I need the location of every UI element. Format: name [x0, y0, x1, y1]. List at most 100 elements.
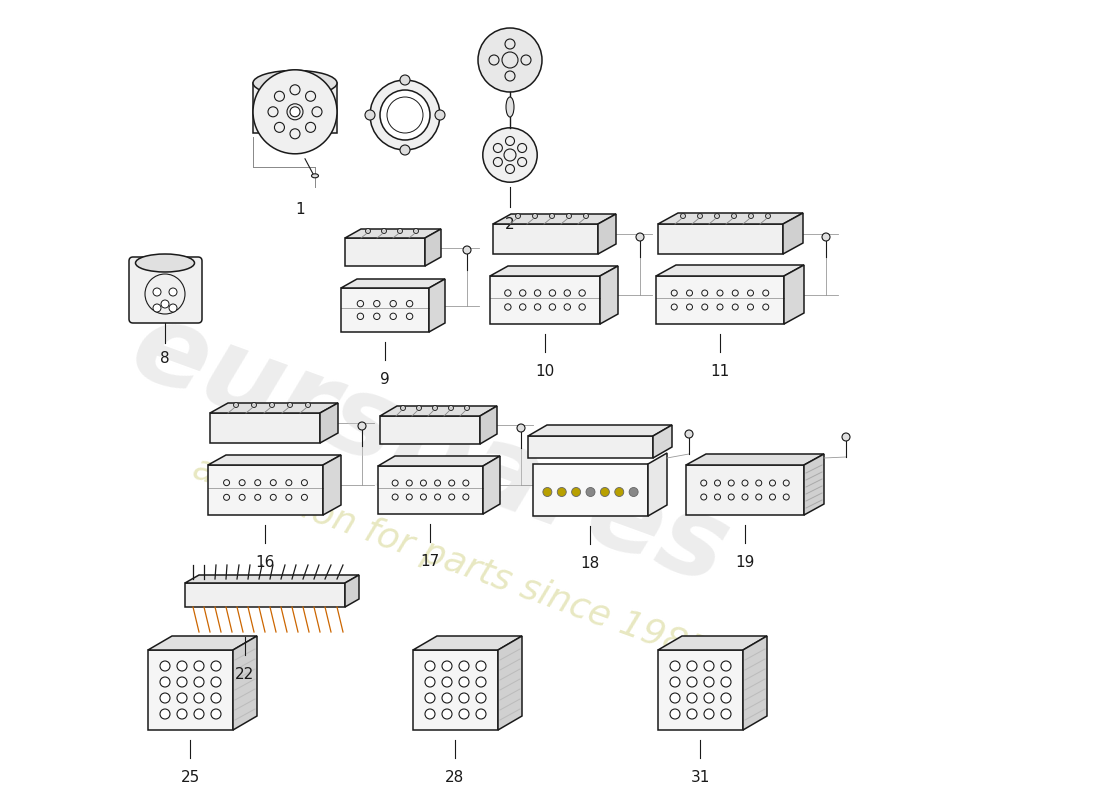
- Polygon shape: [656, 265, 804, 276]
- Polygon shape: [653, 425, 672, 458]
- Circle shape: [400, 145, 410, 155]
- Circle shape: [194, 661, 204, 671]
- Text: eurspares: eurspares: [118, 293, 743, 607]
- Circle shape: [476, 677, 486, 687]
- Circle shape: [160, 677, 170, 687]
- Polygon shape: [345, 238, 425, 266]
- Circle shape: [290, 106, 300, 117]
- Circle shape: [442, 709, 452, 719]
- Polygon shape: [686, 465, 804, 515]
- Circle shape: [566, 214, 572, 218]
- Text: 17: 17: [420, 554, 440, 569]
- Circle shape: [233, 402, 239, 407]
- Circle shape: [153, 288, 161, 296]
- Circle shape: [253, 70, 337, 154]
- Circle shape: [516, 214, 520, 218]
- Polygon shape: [656, 276, 784, 324]
- Circle shape: [287, 402, 293, 407]
- Circle shape: [160, 709, 170, 719]
- Circle shape: [704, 661, 714, 671]
- Polygon shape: [185, 583, 345, 607]
- Circle shape: [169, 304, 177, 312]
- Circle shape: [720, 661, 732, 671]
- Circle shape: [425, 693, 435, 703]
- Circle shape: [270, 402, 275, 407]
- Circle shape: [558, 487, 566, 497]
- Text: 31: 31: [691, 770, 710, 785]
- Polygon shape: [378, 466, 483, 514]
- Circle shape: [459, 677, 469, 687]
- Polygon shape: [804, 454, 824, 515]
- Circle shape: [382, 229, 386, 234]
- Circle shape: [586, 487, 595, 497]
- Text: 10: 10: [536, 364, 554, 379]
- Circle shape: [379, 90, 430, 140]
- Circle shape: [417, 406, 421, 410]
- Circle shape: [842, 433, 850, 441]
- Circle shape: [153, 304, 161, 312]
- Circle shape: [252, 402, 256, 407]
- Polygon shape: [483, 456, 500, 514]
- Polygon shape: [742, 636, 767, 730]
- Circle shape: [365, 229, 371, 234]
- Circle shape: [160, 661, 170, 671]
- Polygon shape: [425, 229, 441, 266]
- Circle shape: [358, 422, 366, 430]
- Polygon shape: [148, 636, 257, 650]
- Circle shape: [459, 661, 469, 671]
- Circle shape: [449, 406, 453, 410]
- Text: 16: 16: [255, 555, 275, 570]
- Polygon shape: [378, 456, 500, 466]
- Circle shape: [194, 709, 204, 719]
- Circle shape: [306, 402, 310, 407]
- Circle shape: [161, 300, 169, 308]
- Circle shape: [670, 709, 680, 719]
- Polygon shape: [490, 266, 618, 276]
- Circle shape: [715, 214, 719, 218]
- Polygon shape: [490, 276, 600, 324]
- Text: 1: 1: [295, 202, 305, 217]
- Polygon shape: [379, 416, 480, 444]
- Polygon shape: [185, 575, 359, 583]
- Polygon shape: [600, 266, 618, 324]
- Polygon shape: [493, 224, 598, 254]
- Circle shape: [370, 80, 440, 150]
- Text: 11: 11: [711, 364, 729, 379]
- Circle shape: [720, 677, 732, 687]
- Polygon shape: [598, 214, 616, 254]
- Circle shape: [442, 661, 452, 671]
- Circle shape: [720, 709, 732, 719]
- Circle shape: [414, 229, 418, 234]
- Circle shape: [211, 693, 221, 703]
- Circle shape: [636, 233, 644, 241]
- Polygon shape: [784, 265, 804, 324]
- Circle shape: [601, 487, 609, 497]
- Circle shape: [670, 693, 680, 703]
- Circle shape: [476, 709, 486, 719]
- Circle shape: [177, 677, 187, 687]
- Polygon shape: [658, 636, 767, 650]
- Circle shape: [397, 229, 403, 234]
- Text: 9: 9: [381, 372, 389, 387]
- Text: 25: 25: [180, 770, 199, 785]
- Circle shape: [442, 677, 452, 687]
- Text: 19: 19: [735, 555, 755, 570]
- Text: a passion for parts since 1985: a passion for parts since 1985: [188, 450, 713, 670]
- Circle shape: [425, 709, 435, 719]
- Circle shape: [629, 487, 638, 497]
- Polygon shape: [210, 403, 338, 413]
- Circle shape: [194, 693, 204, 703]
- Circle shape: [211, 661, 221, 671]
- Polygon shape: [658, 213, 803, 224]
- Ellipse shape: [506, 97, 514, 117]
- Circle shape: [425, 661, 435, 671]
- Polygon shape: [208, 465, 323, 515]
- Circle shape: [688, 677, 697, 687]
- Polygon shape: [498, 636, 522, 730]
- Circle shape: [732, 214, 737, 218]
- Circle shape: [476, 693, 486, 703]
- Circle shape: [766, 214, 770, 218]
- Polygon shape: [658, 224, 783, 254]
- Circle shape: [720, 693, 732, 703]
- Circle shape: [400, 75, 410, 85]
